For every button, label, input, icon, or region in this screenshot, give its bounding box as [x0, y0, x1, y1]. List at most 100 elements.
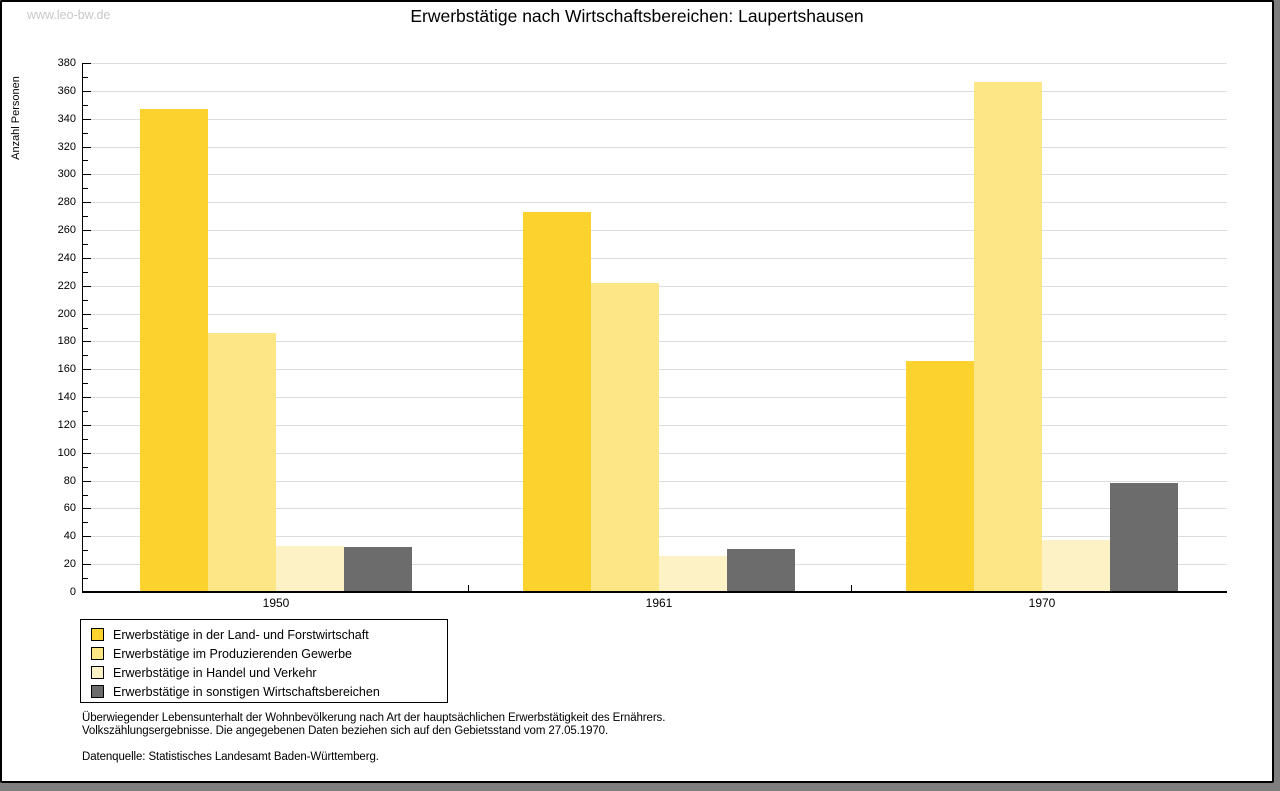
y-axis-minor-tick [83, 467, 88, 468]
footnote-line-1: Überwiegender Lebensunterhalt der Wohnbe… [82, 712, 666, 724]
y-axis-minor-tick [83, 328, 88, 329]
y-axis-tick-label: 380 [57, 57, 76, 69]
legend-label: Erwerbstätige in sonstigen Wirtschaftsbe… [113, 684, 380, 699]
gridline [83, 63, 1227, 64]
y-axis-major-tick [83, 369, 91, 370]
y-axis-minor-tick [83, 495, 88, 496]
y-axis-tick-label: 360 [57, 85, 76, 97]
y-axis-tick-label: 100 [57, 447, 76, 459]
y-axis-major-tick [83, 147, 91, 148]
y-axis-tick-label: 180 [57, 335, 76, 347]
y-axis-major-tick [83, 63, 91, 64]
legend-box: Erwerbstätige in der Land- und Forstwirt… [80, 619, 448, 703]
bar [659, 556, 727, 592]
footnote-source: Datenquelle: Statistisches Landesamt Bad… [82, 751, 379, 763]
y-axis-minor-tick [83, 244, 88, 245]
y-axis-minor-tick [83, 216, 88, 217]
y-axis-major-tick [83, 481, 91, 482]
y-axis-major-tick [83, 564, 91, 565]
legend-item: Erwerbstätige im Produzierenden Gewerbe [91, 644, 447, 663]
y-axis-major-tick [83, 91, 91, 92]
y-axis-tick-label: 60 [63, 502, 76, 514]
bar [208, 333, 276, 592]
y-axis-major-tick [83, 453, 91, 454]
x-axis-minor-tick [468, 585, 469, 592]
y-axis-line [82, 63, 83, 592]
y-axis-minor-tick [83, 272, 88, 273]
y-axis-major-tick [83, 508, 91, 509]
y-axis-major-tick [83, 425, 91, 426]
y-axis-tick-label: 200 [57, 308, 76, 320]
bar [727, 549, 795, 592]
bar [1042, 540, 1110, 592]
y-axis-major-tick [83, 286, 91, 287]
y-axis-major-tick [83, 202, 91, 203]
bar [276, 546, 344, 592]
y-axis-minor-tick [83, 550, 88, 551]
y-axis-minor-tick [83, 77, 88, 78]
watermark-leo-bw: www.leo-bw.de [27, 8, 111, 22]
y-axis-major-tick [83, 119, 91, 120]
x-axis-tick-label: 1970 [1028, 596, 1056, 610]
y-axis-tick-label: 80 [63, 475, 76, 487]
gridline [83, 202, 1227, 203]
y-axis-minor-tick [83, 160, 88, 161]
legend-swatch [91, 647, 104, 660]
y-axis-major-tick [83, 174, 91, 175]
y-axis-major-tick [83, 314, 91, 315]
legend-swatch [91, 628, 104, 641]
footnote-line-2: Volkszählungsergebnisse. Die angegebenen… [82, 725, 609, 737]
y-axis-tick-label: 40 [63, 530, 76, 542]
gridline [83, 174, 1227, 175]
y-axis-tick-label: 20 [63, 558, 76, 570]
y-axis-tick-label: 260 [57, 224, 76, 236]
y-axis-tick-label: 280 [57, 196, 76, 208]
gridline [83, 147, 1227, 148]
legend-item: Erwerbstätige in der Land- und Forstwirt… [91, 625, 447, 644]
y-axis-minor-tick [83, 578, 88, 579]
y-axis-tick-label: 320 [57, 141, 76, 153]
y-axis-major-tick [83, 258, 91, 259]
legend-swatch [91, 666, 104, 679]
bar [1110, 483, 1178, 592]
legend-label: Erwerbstätige im Produzierenden Gewerbe [113, 646, 353, 661]
y-axis-minor-tick [83, 383, 88, 384]
chart-title: Erwerbstätige nach Wirtschaftsbereichen:… [410, 6, 864, 26]
y-axis-minor-tick [83, 355, 88, 356]
gridline [83, 230, 1227, 231]
y-axis-tick-label: 300 [57, 168, 76, 180]
x-axis-minor-tick [851, 585, 852, 592]
y-axis-tick-label: 220 [57, 280, 76, 292]
bar [523, 212, 591, 592]
legend-item: Erwerbstätige in Handel und Verkehr [91, 663, 447, 682]
y-axis-minor-tick [83, 439, 88, 440]
legend-label: Erwerbstätige in der Land- und Forstwirt… [113, 627, 369, 642]
legend-item: Erwerbstätige in sonstigen Wirtschaftsbe… [91, 682, 447, 701]
y-axis-tick-label: 240 [57, 252, 76, 264]
y-axis-minor-tick [83, 411, 88, 412]
y-axis-tick-label: 0 [69, 586, 76, 598]
y-axis-major-tick [83, 341, 91, 342]
y-axis-tick-label: 160 [57, 363, 76, 375]
y-axis-tick-label: 340 [57, 113, 76, 125]
legend-label: Erwerbstätige in Handel und Verkehr [113, 665, 317, 680]
y-axis-minor-tick [83, 133, 88, 134]
y-axis-major-tick [83, 536, 91, 537]
x-axis-line [82, 591, 1227, 593]
y-axis-minor-tick [83, 522, 88, 523]
y-axis-tick-label: 120 [57, 419, 76, 431]
y-axis-minor-tick [83, 300, 88, 301]
x-axis-tick-label: 1961 [645, 596, 673, 610]
gridline [83, 258, 1227, 259]
bar [344, 547, 412, 592]
legend-swatch [91, 685, 104, 698]
bar [591, 283, 659, 592]
bar [974, 82, 1042, 592]
y-axis-major-tick [83, 397, 91, 398]
x-axis-tick-label: 1950 [262, 596, 290, 610]
gridline [83, 91, 1227, 92]
y-axis-minor-tick [83, 188, 88, 189]
y-axis-major-tick [83, 230, 91, 231]
y-axis-minor-tick [83, 105, 88, 106]
